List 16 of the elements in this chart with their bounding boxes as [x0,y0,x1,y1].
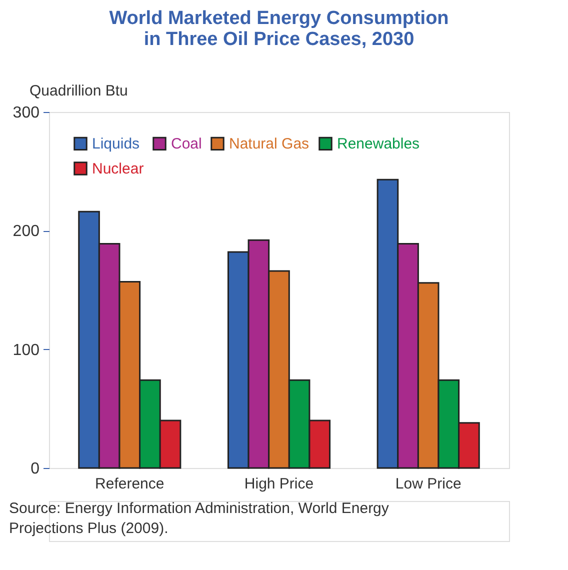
y-tick-label: 0 [30,460,40,478]
legend-label: Natural Gas [229,136,310,153]
legend-label: Nuclear [92,160,144,178]
legend-label: Coal [171,136,202,153]
y-tick-label: 300 [12,104,40,122]
legend-label: Renewables [337,136,420,153]
text: in Three Oil Price Cases, 2030 [144,29,414,50]
y-tick-label: 100 [12,342,40,359]
legend-label: Liquids [92,136,140,153]
x-tick-label: Low Price [395,476,462,492]
y-axis-title: Quadrillion Btu [30,82,128,100]
source-note: Source: Energy Information Administration, World Energy Projections Plus (2009). [9,500,390,537]
x-tick-label: High Price [244,476,314,492]
y-tick-label: 200 [12,223,40,240]
x-tick-label: Reference [95,476,164,492]
text: World Marketed Energy Consumption [109,8,449,29]
